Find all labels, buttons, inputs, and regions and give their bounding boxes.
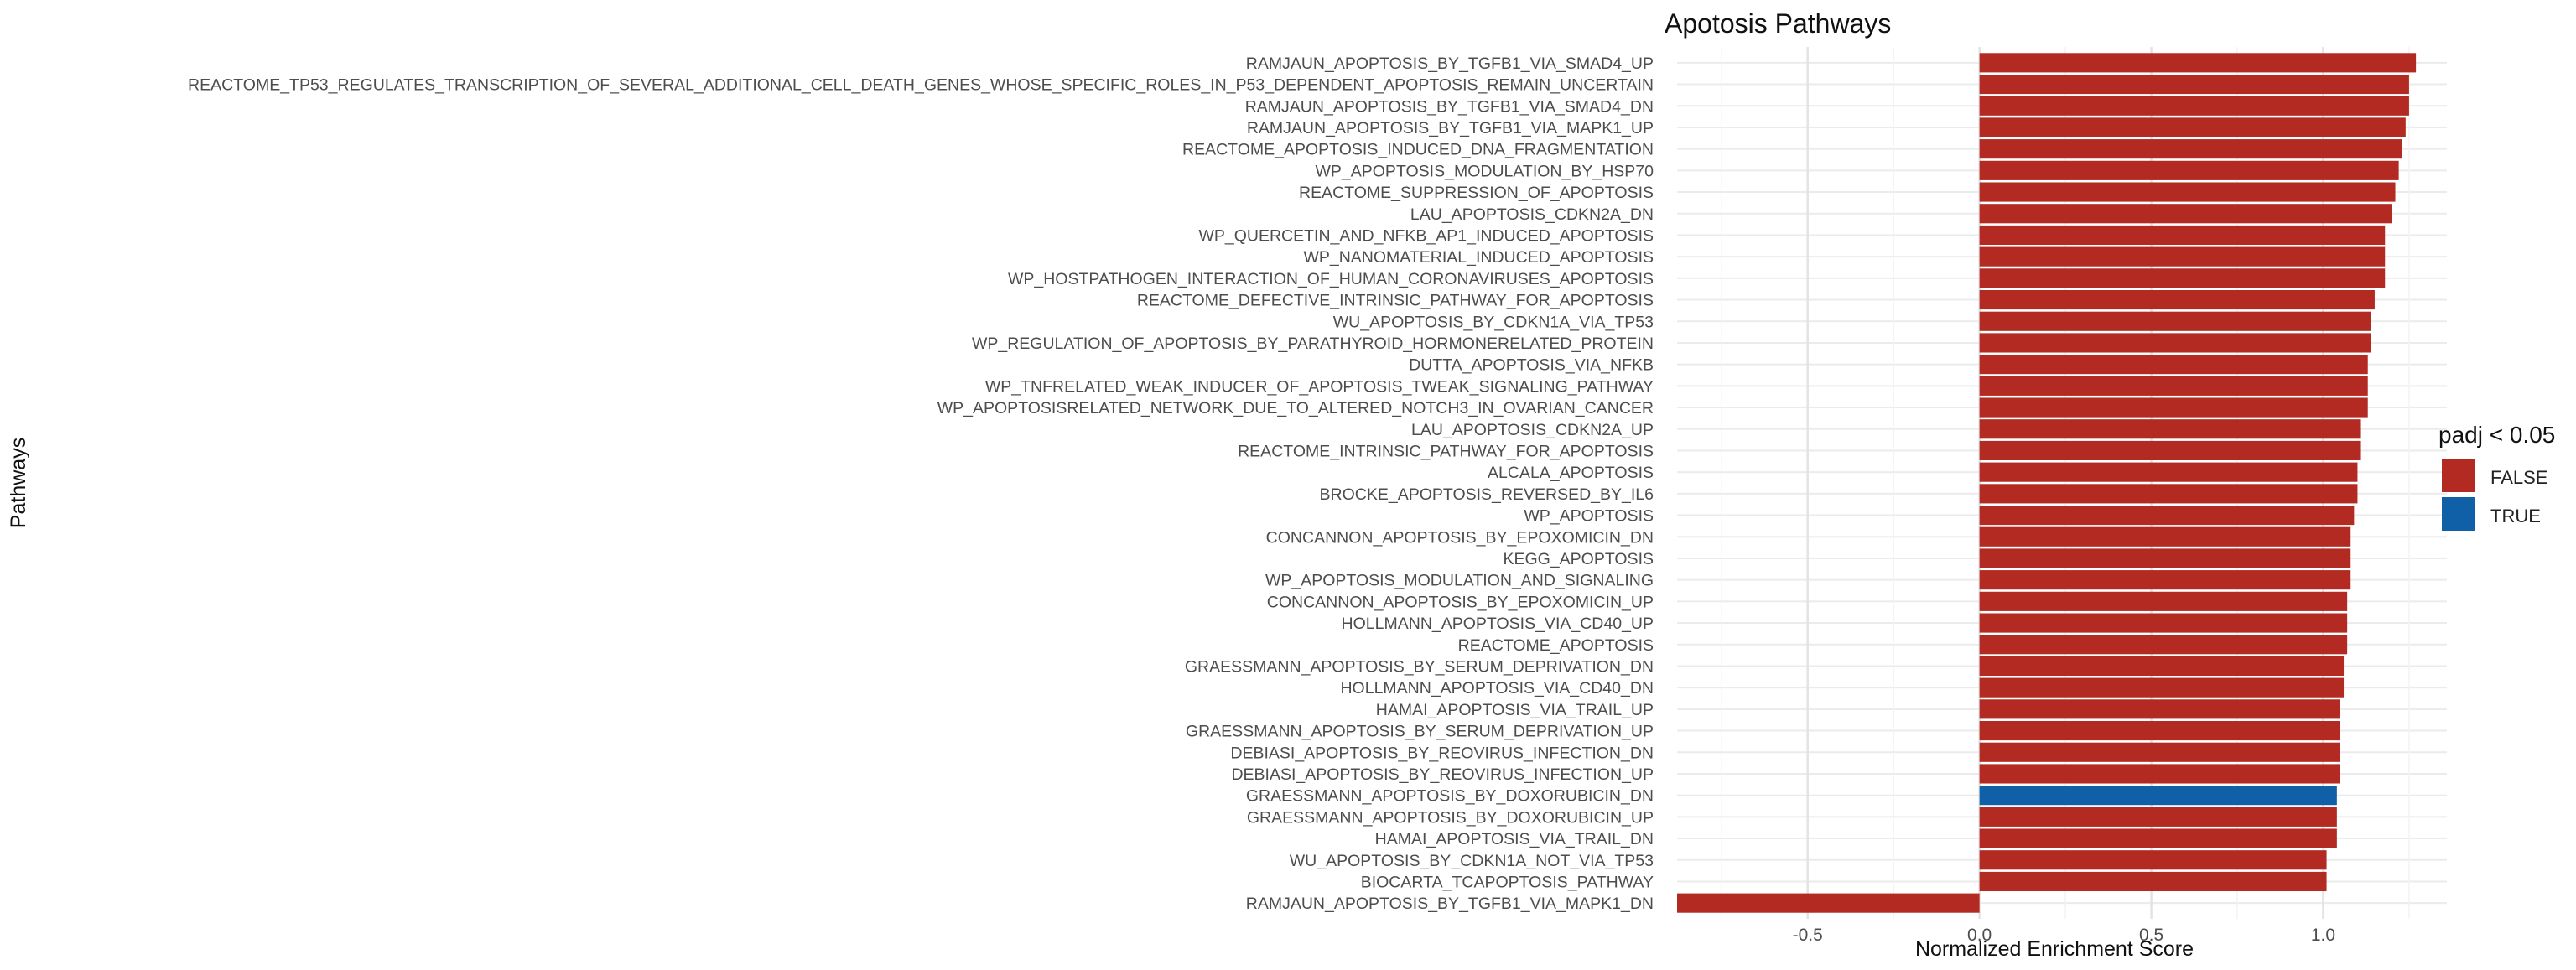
category-label: HOLLMANN_APOPTOSIS_VIA_CD40_DN xyxy=(1340,679,1654,698)
bar xyxy=(1979,613,2348,633)
bar xyxy=(1979,591,2348,611)
y-axis-label: Pathways xyxy=(7,438,30,528)
bar xyxy=(1979,484,2358,504)
category-label: WU_APOPTOSIS_BY_CDKN1A_NOT_VIA_TP53 xyxy=(1290,852,1654,870)
category-label: WP_APOPTOSIS_MODULATION_BY_HSP70 xyxy=(1316,162,1654,180)
bar xyxy=(1979,182,2396,202)
bar xyxy=(1979,462,2358,482)
bar xyxy=(1979,225,2386,246)
xtick-layer: -0.5 0.0 0.5 1.0 xyxy=(1793,926,2335,945)
category-label: GRAESSMANN_APOPTOSIS_BY_DOXORUBICIN_DN xyxy=(1246,787,1654,806)
category-label: RAMJAUN_APOPTOSIS_BY_TGFB1_VIA_MAPK1_UP xyxy=(1247,119,1654,137)
category-label: RAMJAUN_APOPTOSIS_BY_TGFB1_VIA_MAPK1_DN xyxy=(1246,895,1654,913)
bar xyxy=(1979,871,2327,892)
bar xyxy=(1979,677,2345,698)
legend-title: padj < 0.05 xyxy=(2438,422,2555,448)
legend-swatch-false xyxy=(2442,459,2475,492)
bar xyxy=(1979,96,2409,116)
category-label: LAU_APOPTOSIS_CDKN2A_DN xyxy=(1410,205,1654,224)
bar xyxy=(1979,419,2361,439)
category-label: GRAESSMANN_APOPTOSIS_BY_SERUM_DEPRIVATIO… xyxy=(1186,723,1654,741)
category-label: GRAESSMANN_APOPTOSIS_BY_DOXORUBICIN_UP xyxy=(1247,808,1654,827)
category-label: HAMAI_APOPTOSIS_VIA_TRAIL_DN xyxy=(1375,830,1654,848)
category-label: WU_APOPTOSIS_BY_CDKN1A_VIA_TP53 xyxy=(1333,313,1654,331)
bar xyxy=(1979,505,2355,526)
bar xyxy=(1979,355,2368,375)
bar xyxy=(1979,74,2409,95)
bar xyxy=(1979,160,2399,180)
bar xyxy=(1979,311,2371,331)
category-label: DEBIASI_APOPTOSIS_BY_REOVIRUS_INFECTION_… xyxy=(1231,765,1654,784)
bar xyxy=(1979,440,2361,461)
category-label: KEGG_APOPTOSIS xyxy=(1503,550,1654,568)
legend-label-false: FALSE xyxy=(2490,467,2547,488)
bar xyxy=(1979,742,2340,762)
category-label: ALCALA_APOPTOSIS xyxy=(1488,464,1654,482)
category-label: LAU_APOPTOSIS_CDKN2A_UP xyxy=(1411,421,1654,439)
category-label: GRAESSMANN_APOPTOSIS_BY_SERUM_DEPRIVATIO… xyxy=(1185,657,1654,676)
bar xyxy=(1979,699,2340,719)
chart-title: Apotosis Pathways xyxy=(1665,8,1891,39)
category-label: RAMJAUN_APOPTOSIS_BY_TGFB1_VIA_SMAD4_DN xyxy=(1245,97,1654,116)
category-label: WP_REGULATION_OF_APOPTOSIS_BY_PARATHYROI… xyxy=(972,335,1654,353)
bar xyxy=(1979,656,2345,677)
category-label: REACTOME_APOPTOSIS_INDUCED_DNA_FRAGMENTA… xyxy=(1182,141,1654,159)
bar xyxy=(1677,893,1980,913)
bar xyxy=(1979,635,2348,655)
category-label: WP_APOPTOSIS_MODULATION_AND_SIGNALING xyxy=(1265,572,1654,590)
bar xyxy=(1979,570,2351,590)
bar xyxy=(1979,376,2368,396)
bar xyxy=(1979,764,2340,784)
category-label: CONCANNON_APOPTOSIS_BY_EPOXOMICIN_DN xyxy=(1266,528,1654,547)
category-label: REACTOME_INTRINSIC_PATHWAY_FOR_APOPTOSIS xyxy=(1238,442,1654,460)
category-label: BIOCARTA_TCAPOPTOSIS_PATHWAY xyxy=(1361,873,1654,891)
category-label: WP_QUERCETIN_AND_NFKB_AP1_INDUCED_APOPTO… xyxy=(1198,226,1654,245)
bar xyxy=(1979,333,2371,353)
legend-label-true: TRUE xyxy=(2490,506,2541,526)
bar xyxy=(1979,53,2417,73)
bar xyxy=(1979,828,2337,848)
category-label: REACTOME_TP53_REGULATES_TRANSCRIPTION_OF… xyxy=(188,76,1654,95)
bar xyxy=(1979,850,2327,870)
category-label: HAMAI_APOPTOSIS_VIA_TRAIL_UP xyxy=(1376,701,1654,719)
category-label: WP_NANOMATERIAL_INDUCED_APOPTOSIS xyxy=(1303,248,1654,267)
bar xyxy=(1979,204,2392,224)
category-label: BROCKE_APOPTOSIS_REVERSED_BY_IL6 xyxy=(1320,485,1654,504)
x-axis-label: Normalized Enrichment Score xyxy=(1915,937,2194,961)
category-label: WP_APOPTOSISRELATED_NETWORK_DUE_TO_ALTER… xyxy=(937,399,1654,418)
x-tick-label: 0.0 xyxy=(1967,926,1992,945)
bar xyxy=(1979,548,2351,568)
category-label-layer: RAMJAUN_APOPTOSIS_BY_TGFB1_VIA_SMAD4_UP R… xyxy=(188,54,1654,913)
category-label: REACTOME_DEFECTIVE_INTRINSIC_PATHWAY_FOR… xyxy=(1137,292,1654,310)
bar xyxy=(1979,397,2368,418)
category-label: DUTTA_APOPTOSIS_VIA_NFKB xyxy=(1409,356,1654,375)
category-label: DEBIASI_APOPTOSIS_BY_REOVIRUS_INFECTION_… xyxy=(1230,744,1654,762)
category-label: WP_TNFRELATED_WEAK_INDUCER_OF_APOPTOSIS_… xyxy=(985,377,1654,396)
category-label: CONCANNON_APOPTOSIS_BY_EPOXOMICIN_UP xyxy=(1267,593,1654,611)
bar xyxy=(1979,139,2402,159)
x-tick-label: -0.5 xyxy=(1793,926,1823,945)
bar xyxy=(1979,117,2406,137)
bar xyxy=(1979,526,2351,547)
category-label: HOLLMANN_APOPTOSIS_VIA_CD40_UP xyxy=(1342,615,1654,633)
category-label: REACTOME_APOPTOSIS xyxy=(1458,636,1654,655)
bar-layer xyxy=(1677,53,2417,913)
bar xyxy=(1979,720,2340,741)
category-label: WP_HOSTPATHOGEN_INTERACTION_OF_HUMAN_COR… xyxy=(1008,270,1654,288)
legend-swatch-true xyxy=(2442,497,2475,531)
bar xyxy=(1979,246,2386,267)
bar xyxy=(1979,786,2337,806)
x-tick-label: 1.0 xyxy=(2311,926,2335,945)
bar xyxy=(1979,268,2386,288)
category-label: RAMJAUN_APOPTOSIS_BY_TGFB1_VIA_SMAD4_UP xyxy=(1246,54,1654,73)
legend: padj < 0.05 FALSE TRUE xyxy=(2438,422,2555,531)
bar xyxy=(1979,289,2375,310)
category-label: REACTOME_SUPPRESSION_OF_APOPTOSIS xyxy=(1299,184,1654,202)
bar xyxy=(1979,807,2337,827)
x-tick-label: 0.5 xyxy=(2139,926,2163,945)
category-label: WP_APOPTOSIS xyxy=(1524,507,1654,526)
